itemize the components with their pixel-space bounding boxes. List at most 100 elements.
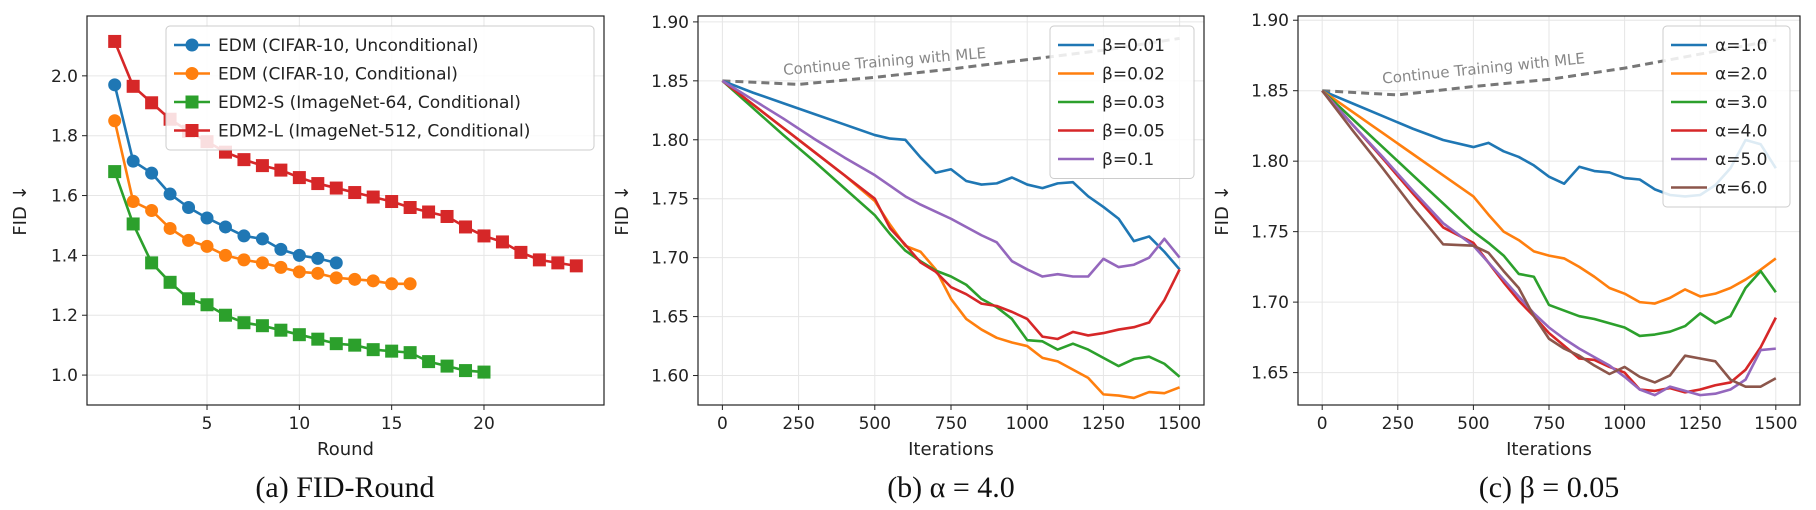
series-4	[721, 79, 1181, 341]
series-1	[108, 78, 343, 270]
y-tick-label: 1.75	[651, 190, 689, 210]
legend-entry: α=5.0	[1671, 150, 1768, 170]
chart-panel-2: 0 250 500 750 1000 1250 1500 1.60 1.65 1.70 1.75 1.…	[612, 13, 1205, 460]
data-point	[182, 233, 196, 247]
x-tick-label: 1250	[1082, 414, 1125, 434]
y-tick-label: 1.8	[51, 127, 78, 147]
legend-marker	[185, 95, 199, 109]
legend-label: α=5.0	[1715, 150, 1768, 170]
data-point	[385, 195, 399, 209]
data-point	[459, 364, 473, 378]
series-2	[108, 114, 417, 291]
series-3	[108, 165, 491, 379]
legend-entry: EDM (CIFAR-10, Conditional)	[174, 65, 458, 85]
data-point	[292, 248, 306, 262]
y-tick-label: 1.90	[1251, 11, 1289, 31]
data-point	[366, 190, 380, 204]
y-tick-label: 1.0	[51, 366, 78, 386]
series-2	[1321, 89, 1777, 305]
panel-caption: (a) FID-Round	[255, 471, 434, 504]
x-tick-label: 10	[289, 414, 311, 434]
legend-label: β=0.05	[1102, 122, 1165, 142]
legend-label: β=0.02	[1102, 65, 1165, 85]
data-point	[145, 256, 159, 270]
y-tick-label: 1.4	[51, 246, 78, 266]
y-tick-label: 1.70	[1251, 293, 1289, 313]
data-point	[403, 201, 417, 215]
x-tick-label: 1000	[1006, 414, 1049, 434]
data-point	[200, 211, 214, 225]
series-line	[721, 79, 1181, 378]
legend-entry: α=3.0	[1671, 93, 1768, 113]
series-line	[721, 79, 1181, 271]
data-point	[108, 114, 122, 128]
x-tick-label: 750	[1533, 414, 1565, 434]
series-3	[721, 79, 1181, 378]
data-point	[255, 319, 269, 333]
y-tick-label: 1.80	[1251, 152, 1289, 172]
legend-entry: α=4.0	[1671, 122, 1768, 142]
x-axis-label: Round	[317, 439, 374, 460]
legend-label: β=0.01	[1102, 36, 1165, 56]
legend-marker	[185, 124, 199, 137]
data-point	[255, 232, 269, 246]
data-point	[218, 220, 232, 234]
x-tick-label: 250	[782, 414, 814, 434]
data-point	[311, 266, 325, 280]
data-point	[274, 260, 288, 274]
data-point	[237, 316, 251, 330]
legend-label: β=0.03	[1102, 93, 1165, 113]
legend-entry: α=6.0	[1671, 179, 1768, 199]
y-tick-label: 1.75	[1251, 223, 1289, 243]
legend-box	[1049, 25, 1195, 179]
series-6	[1321, 89, 1777, 388]
series-line	[1321, 89, 1776, 397]
y-tick-label: 1.65	[651, 308, 689, 328]
x-tick-label: 1500	[1754, 414, 1797, 434]
panel-caption: (b) α = 4.0	[887, 471, 1015, 504]
data-point	[108, 78, 122, 92]
y-tick-label: 2.0	[51, 67, 78, 87]
data-point	[311, 177, 325, 191]
legend-entry: β=0.03	[1058, 93, 1165, 113]
data-point	[311, 251, 325, 265]
x-tick-label: 1250	[1679, 414, 1722, 434]
panel-caption: (c) β = 0.05	[1479, 471, 1619, 504]
data-point	[403, 346, 417, 360]
data-point	[329, 271, 343, 285]
legend-marker	[185, 38, 199, 52]
data-point	[237, 253, 251, 267]
series-line	[1321, 89, 1777, 388]
x-axis-label: Iterations	[1506, 439, 1592, 460]
data-point	[218, 248, 232, 262]
x-tick-label: 250	[1382, 414, 1414, 434]
chart-panel-1: 5 10 15 20 1.0 1.2 1.4 1.6 1.8 2.0 Round FID ↓ EDM (…	[10, 15, 605, 460]
data-point	[126, 154, 140, 168]
series-1	[721, 79, 1181, 271]
data-point	[182, 201, 196, 215]
legend-label: α=1.0	[1715, 36, 1768, 56]
legend-entry: EDM2-L (ImageNet-512, Conditional)	[174, 122, 530, 142]
legend-entry: α=1.0	[1671, 36, 1768, 56]
legend-marker	[185, 67, 199, 80]
legend-label: α=6.0	[1715, 179, 1768, 199]
legend-label: α=4.0	[1715, 122, 1768, 142]
data-point	[126, 217, 140, 231]
y-axis-label: FID ↓	[1212, 185, 1233, 235]
x-tick-label: 0	[717, 414, 728, 434]
mle-annotation: Continue Training with MLE	[782, 44, 986, 79]
legend-entry: β=0.05	[1058, 122, 1165, 142]
data-point	[200, 298, 214, 312]
data-point	[366, 343, 380, 357]
legend-entry: α=2.0	[1671, 65, 1768, 85]
data-point	[255, 256, 269, 270]
legend-entry: β=0.02	[1058, 65, 1165, 85]
data-point	[292, 328, 306, 342]
data-point	[403, 277, 417, 291]
x-tick-label: 0	[1317, 414, 1328, 434]
data-point	[163, 187, 177, 201]
data-point	[163, 275, 177, 289]
chart-panel-3: 0 250 500 750 1000 1250 1500 1.65 1.70 1.75 1.80 1.…	[1212, 11, 1801, 460]
data-point	[145, 96, 159, 110]
